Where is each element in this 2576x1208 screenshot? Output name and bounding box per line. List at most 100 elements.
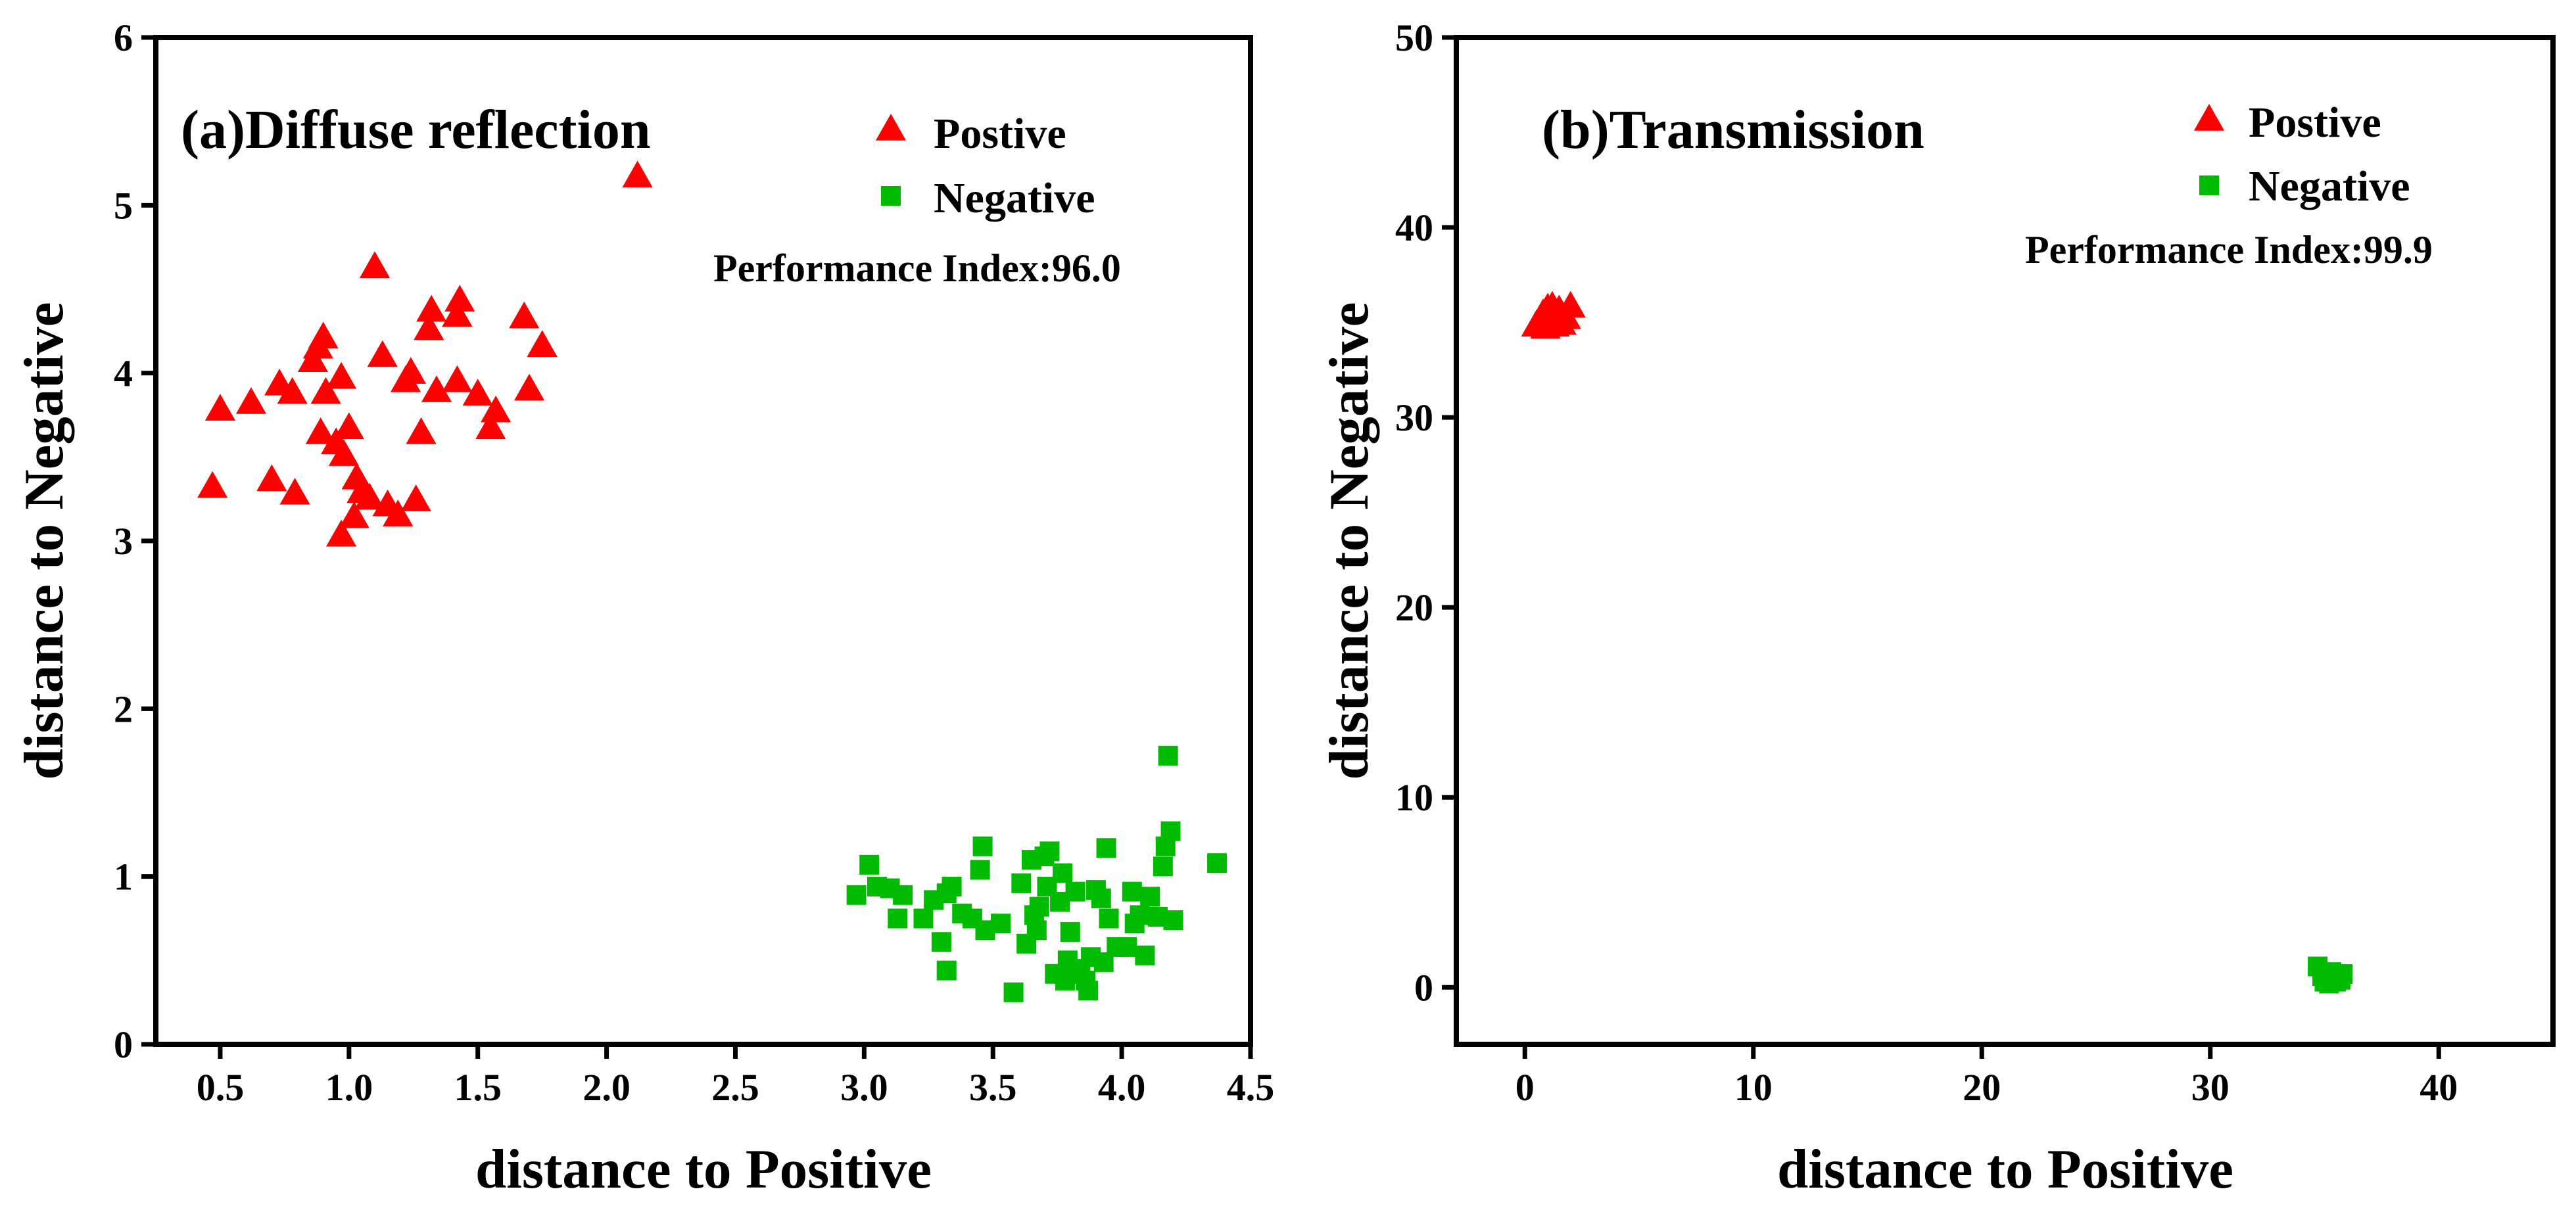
positive-point [325, 519, 357, 547]
points-b [1521, 290, 2353, 994]
y-tick-label: 5 [114, 184, 133, 227]
positive-point [256, 464, 287, 492]
negative-point [1135, 945, 1155, 965]
positive-point [442, 365, 473, 392]
x-tick-label: 0.5 [197, 1066, 245, 1109]
positive-point [475, 412, 506, 440]
positive-point [359, 251, 391, 278]
negative-point [859, 854, 880, 875]
x-tick-label: 3.0 [840, 1066, 888, 1109]
negative-point [846, 885, 867, 905]
legend-label-negative-a: Negative [934, 174, 1095, 222]
performance-index-b: Performance Index:99.9 [2025, 228, 2433, 271]
negative-point [931, 932, 951, 952]
legend-marker-negative-b [2199, 175, 2219, 195]
x-tick-label: 4.5 [1227, 1066, 1275, 1109]
y-tick-label: 2 [114, 687, 133, 730]
y-tick-label: 6 [114, 16, 133, 59]
positive-point [462, 379, 493, 406]
legend-label-positive-a: Postive [934, 110, 1066, 158]
negative-point [893, 885, 913, 905]
positive-point [414, 313, 444, 340]
legend-triangle-marker [875, 114, 907, 141]
plot-frame-b [1454, 35, 2556, 1047]
positive-point [279, 477, 310, 505]
x-tick-label: 40 [2420, 1066, 2458, 1109]
negative-point [970, 860, 990, 880]
x-tick-label: 0 [1515, 1066, 1535, 1109]
legend-marker-positive-a [875, 114, 907, 141]
y-tick-label: 1 [114, 856, 133, 898]
negative-point [1060, 921, 1080, 942]
points-a [197, 160, 1228, 1002]
positive-point [481, 395, 512, 423]
performance-index-a: Performance Index:96.0 [713, 246, 1121, 290]
negative-point [1096, 838, 1116, 858]
panel-transmission: 0 10 20 30 40 0 10 20 30 40 50 (b)Transmission Pos… [1318, 16, 2556, 1200]
positive-point [442, 300, 473, 327]
legend-triangle-marker [2193, 104, 2225, 131]
x-axis-title-b: distance to Positive [1777, 1138, 2233, 1200]
y-tick-label: 10 [1395, 776, 1433, 819]
legend-label-negative-b: Negative [2249, 162, 2410, 210]
y-tick-label: 30 [1395, 396, 1433, 439]
y-tick-label: 3 [114, 520, 133, 563]
positive-point [354, 482, 385, 510]
negative-point [913, 908, 934, 929]
y-tick-label: 50 [1395, 16, 1433, 59]
positive-point [325, 361, 357, 389]
x-tick-label: 2.5 [711, 1066, 759, 1109]
y-tick-label: 0 [1414, 966, 1433, 1009]
ticks-b: 0 10 20 30 40 0 10 20 30 40 50 [1395, 16, 2458, 1109]
negative-point [1116, 937, 1137, 957]
positive-point [395, 357, 426, 384]
negative-point [1122, 881, 1142, 902]
positive-point [1532, 302, 1563, 329]
positive-point [310, 377, 341, 404]
positive-point [416, 294, 447, 322]
positive-point [333, 412, 364, 440]
legend-marker-positive-b [2193, 104, 2225, 131]
ticks-a: 0.5 1.0 1.5 2.0 2.5 3.0 3.5 4.0 4.5 0 1 2 3 4 5 6 [114, 16, 1274, 1109]
positive-point [235, 387, 267, 414]
x-tick-label: 1.0 [325, 1066, 373, 1109]
legend-label-positive-b: Postive [2249, 99, 2381, 147]
negative-point [1026, 920, 1047, 941]
legend-b: Postive Negative [2193, 99, 2410, 210]
positive-point [297, 345, 329, 372]
negative-point [1003, 982, 1024, 1002]
positive-point [406, 417, 437, 444]
positive-point [400, 484, 431, 511]
negative-point [942, 876, 962, 896]
legend-square-marker [881, 186, 901, 206]
negative-point [1099, 908, 1119, 929]
negative-point [888, 908, 908, 929]
negative-point [1160, 821, 1181, 841]
negative-point [936, 960, 957, 981]
x-tick-label: 4.0 [1098, 1066, 1146, 1109]
positive-point [527, 330, 558, 357]
legend-marker-negative-a [881, 186, 901, 206]
y-tick-label: 4 [114, 352, 133, 395]
panel-title-b: (b)Transmission [1542, 99, 1924, 160]
x-tick-label: 2.0 [583, 1066, 631, 1109]
panel-diffuse-reflection: 0.5 1.0 1.5 2.0 2.5 3.0 3.5 4.0 4.5 0 1 2 3 4 5 6 (a)Di… [13, 16, 1274, 1200]
negative-point [1065, 881, 1085, 902]
positive-point [277, 377, 308, 404]
x-tick-label: 30 [2191, 1066, 2230, 1109]
negative-point [1078, 981, 1099, 1001]
positive-point [421, 375, 452, 402]
y-axis-title-b: distance to Negative [1318, 302, 1380, 779]
positive-point [308, 321, 339, 349]
negative-point [990, 914, 1011, 934]
negative-point [1053, 863, 1073, 883]
y-tick-label: 40 [1395, 206, 1433, 249]
negative-point [1140, 887, 1160, 907]
positive-point [444, 285, 475, 312]
negative-point [1011, 873, 1032, 893]
negative-point [1153, 856, 1173, 877]
x-tick-label: 10 [1734, 1066, 1773, 1109]
legend-a: Postive Negative [875, 110, 1095, 222]
positive-point [383, 499, 414, 526]
